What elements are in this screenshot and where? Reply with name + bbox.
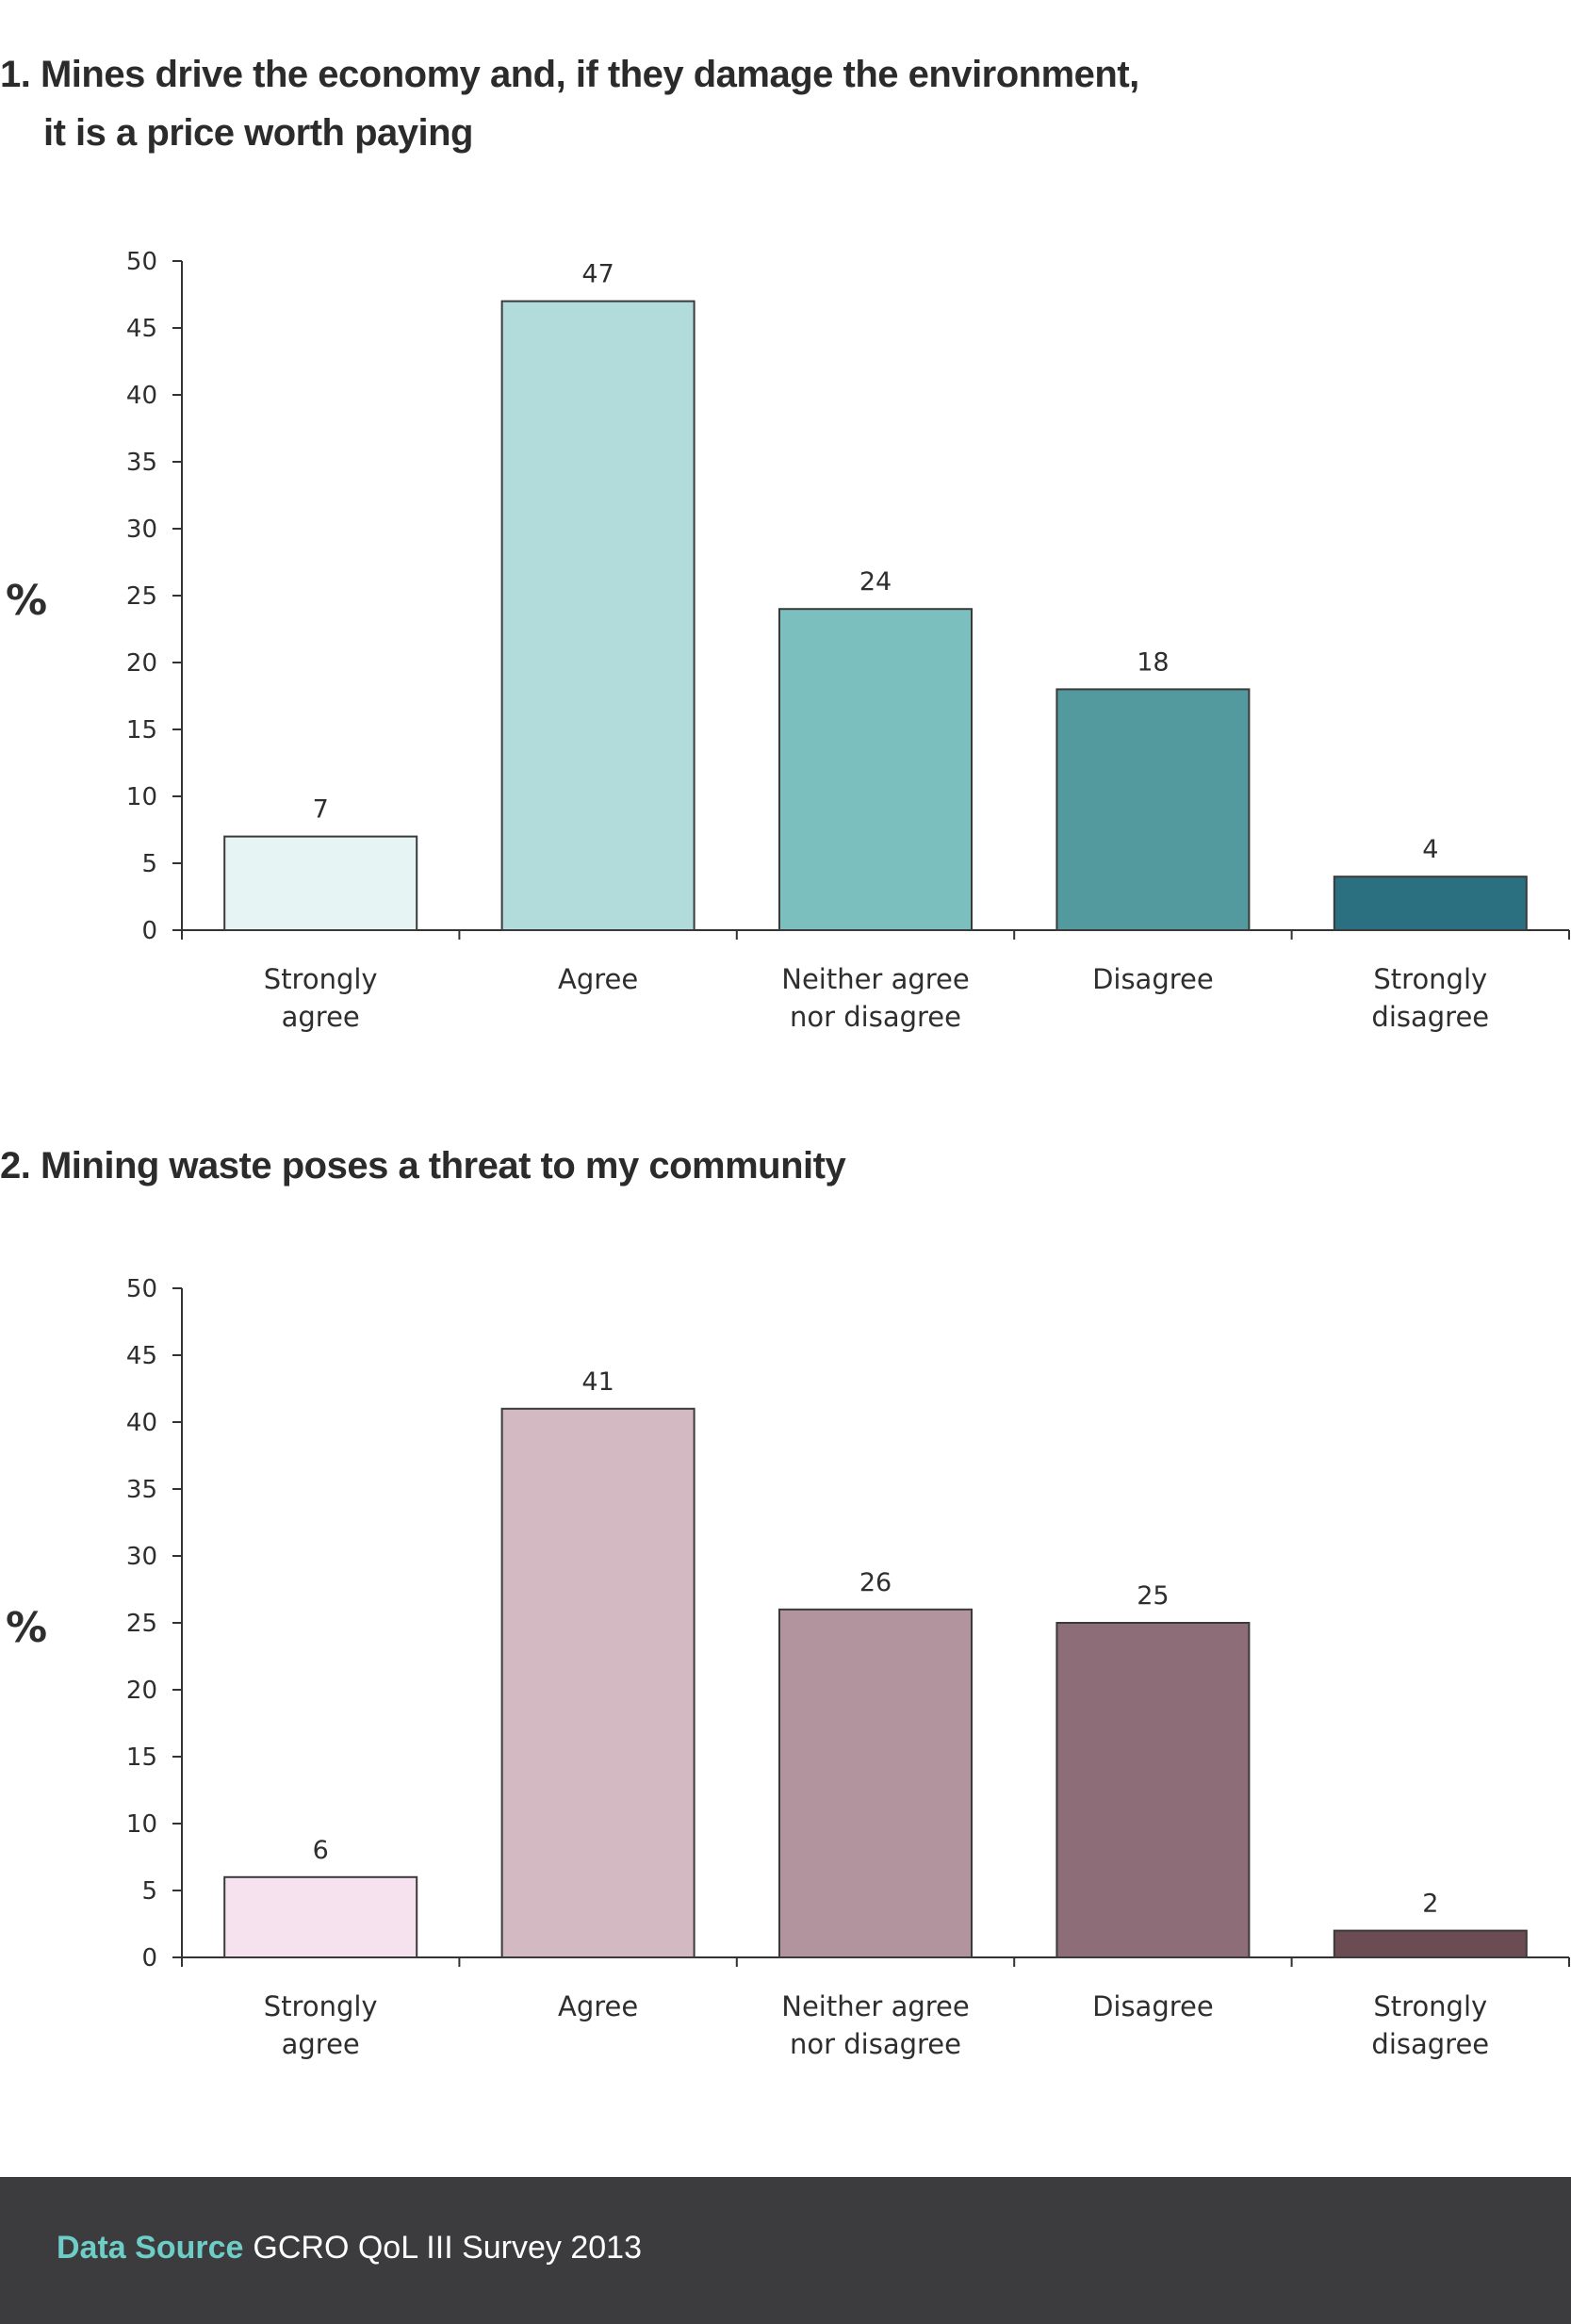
chart-1-category-label-line: nor disagree: [790, 1001, 961, 1033]
chart-2-bar: [500, 1407, 695, 1959]
bar-chart-2: 0 5 10 15 20 25 30 35 40 45 50% 6 Strongly agree 41 Agr…: [6, 1275, 1570, 2060]
chart-2-category-label-line: Strongly: [264, 1990, 378, 2022]
chart-1-category-label-line: Agree: [558, 963, 638, 995]
chart-1-bar: [500, 300, 695, 932]
chart-2-category-label-line: Agree: [558, 1990, 638, 2022]
chart-2-category-label-line: Neither agree: [781, 1990, 969, 2022]
chart-2-y-tick-label: 25: [126, 1610, 157, 1638]
chart-2-y-tick-label: 45: [126, 1342, 157, 1370]
footer-source: Data Source GCRO QoL III Survey 2013: [57, 2230, 642, 2267]
chart-1-y-tick-label: 50: [126, 248, 157, 276]
chart-2-y-tick-label: 15: [126, 1743, 157, 1772]
chart-2-y-tick-label: 35: [126, 1476, 157, 1504]
chart-2-category-label: Strongly agree: [264, 1990, 378, 2060]
chart-1-y-tick-label: 10: [126, 783, 157, 811]
footer-bar: Data Source GCRO QoL III Survey 2013: [0, 2177, 1571, 2324]
chart-1-data-label: 47: [581, 260, 614, 289]
chart-1-y-tick-label: 35: [126, 449, 157, 477]
chart-1-data-label: 7: [313, 795, 329, 825]
chart-2-y-tick-label: 40: [126, 1409, 157, 1437]
chart-1-category-label: Disagree: [1092, 963, 1214, 995]
chart-1-data-label: 24: [859, 567, 892, 597]
footer-source-text: GCRO QoL III Survey 2013: [253, 2230, 642, 2266]
chart-1-title-line-1: 1. Mines drive the economy and, if they …: [0, 54, 1139, 95]
chart-2-data-label: 25: [1137, 1581, 1169, 1611]
chart-2-bar: [223, 1875, 418, 1958]
chart-1-category-label-line: Disagree: [1092, 963, 1214, 995]
chart-1-y-tick-label: 45: [126, 315, 157, 343]
chart-2-data-label: 26: [859, 1568, 892, 1597]
chart-2-category-label-line: Strongly: [1373, 1990, 1487, 2022]
chart-1-category-label: Agree: [558, 963, 638, 995]
chart-1-category-label: Neither agree nor disagree: [781, 963, 969, 1033]
chart-2-data-label: 6: [313, 1836, 329, 1865]
chart-1-y-tick-label: 5: [141, 850, 157, 878]
chart-2-category-label: Neither agree nor disagree: [781, 1990, 969, 2060]
chart-1-data-label: 18: [1137, 647, 1169, 677]
bar-chart-1: 0 5 10 15 20 25 30 35 40 45 50% 7 Strongly agree 47 Agr…: [6, 248, 1570, 1033]
chart-1-bar: [778, 608, 973, 931]
chart-2-category-label-line: agree: [282, 2028, 360, 2060]
chart-1-bar: [1056, 688, 1251, 931]
chart-2-y-axis-label: %: [6, 1604, 47, 1652]
chart-1-y-axis-label: %: [6, 577, 47, 625]
chart-1-y-tick-label: 20: [126, 649, 157, 678]
chart-1-y-tick-label: 25: [126, 582, 157, 611]
chart-2-category-label-line: nor disagree: [790, 2028, 961, 2060]
chart-1-category-label-line: Strongly: [264, 963, 378, 995]
chart-1-y-tick-label: 0: [141, 917, 157, 945]
chart-2-category-label-line: disagree: [1371, 2028, 1489, 2060]
chart-2-y-tick-label: 50: [126, 1275, 157, 1303]
chart-2-category-label-line: Disagree: [1092, 1990, 1214, 2022]
chart-1-bar: [1333, 876, 1528, 932]
chart-2-y-tick-label: 20: [126, 1677, 157, 1705]
chart-1-category-label-line: agree: [282, 1001, 360, 1033]
chart-2-category-label: Disagree: [1092, 1990, 1214, 2022]
chart-1-category-label: Strongly agree: [264, 963, 378, 1033]
chart-2-y-tick-label: 10: [126, 1810, 157, 1839]
chart-2-title-line-1: 2. Mining waste poses a threat to my com…: [0, 1145, 846, 1187]
chart-1-y-tick-label: 30: [126, 516, 157, 544]
chart-1-category-label-line: disagree: [1371, 1001, 1489, 1033]
chart-2-data-label: 41: [581, 1367, 614, 1397]
chart-2-data-label: 2: [1422, 1890, 1438, 1919]
chart-1-bar: [223, 835, 418, 931]
chart-1-category-label: Strongly disagree: [1371, 963, 1489, 1033]
chart-2-bar: [1056, 1622, 1251, 1958]
chart-1-category-label-line: Strongly: [1373, 963, 1487, 995]
chart-2-category-label: Agree: [558, 1990, 638, 2022]
chart-2-y-tick-label: 5: [141, 1877, 157, 1906]
chart-2-title: 2. Mining waste poses a threat to my com…: [0, 1137, 846, 1195]
footer-source-label: Data Source: [57, 2230, 244, 2266]
chart-2-y-tick-label: 0: [141, 1944, 157, 1972]
chart-2-bar: [1333, 1929, 1528, 1958]
chart-1-y-tick-label: 40: [126, 382, 157, 410]
chart-2-bar: [778, 1608, 973, 1958]
chart-2-y-tick-label: 30: [126, 1543, 157, 1571]
chart-1-y-tick-label: 15: [126, 716, 157, 745]
chart-1-category-label-line: Neither agree: [781, 963, 969, 995]
chart-1-title: 1. Mines drive the economy and, if they …: [0, 45, 1139, 162]
chart-1-title-line-2: it is a price worth paying: [43, 112, 473, 154]
chart-2-category-label: Strongly disagree: [1371, 1990, 1489, 2060]
chart-1-data-label: 4: [1422, 835, 1438, 864]
